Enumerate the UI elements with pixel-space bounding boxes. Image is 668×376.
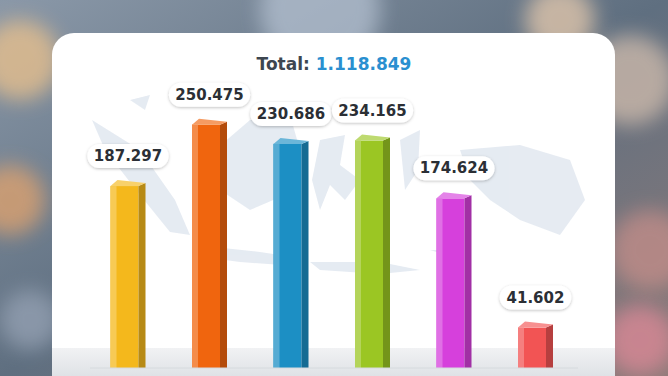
bar-cap [111,180,146,186]
axis-line [90,368,578,369]
label-pill [169,83,250,107]
bar-side [139,183,146,368]
title: Total: 1.118.849 [257,54,412,74]
bokeh [0,20,60,100]
bar-front [274,144,302,368]
title-label: Total: [257,54,316,74]
bokeh [0,165,45,235]
bar-highlight [274,144,280,368]
bokeh [610,210,668,290]
label-pill [500,286,572,310]
bar [274,138,309,368]
bar-front [518,328,546,368]
bar-front [437,198,465,368]
bar-front [355,141,383,368]
data-label: 174.624 [420,159,488,177]
label-pill [250,102,331,126]
bar-cap [192,119,227,125]
title-value: 1.118.849 [316,54,412,74]
card [52,33,615,376]
bar-side [302,141,309,368]
label-pill [413,156,494,180]
bar-side [546,325,553,368]
bar-highlight [192,125,198,368]
label-pill [87,144,168,168]
bar-side [220,122,227,368]
bar [355,135,390,368]
data-label: 41.602 [507,289,565,307]
bar [192,119,227,368]
bar-front [192,125,220,368]
bar-cap [274,138,309,144]
bar-side [465,195,472,368]
bar-cap [355,135,390,141]
data-label: 187.297 [94,147,162,165]
bar [518,322,553,368]
bokeh [0,290,60,350]
bar-highlight [518,328,524,368]
bar [437,192,472,368]
bar-front [111,186,139,368]
bar [111,180,146,368]
island [130,95,150,110]
bar-highlight [111,186,117,368]
label-pill [332,99,413,123]
data-label: 230.686 [257,105,325,123]
data-labels: 187.297 250.475 230.686 234.165 174.624 41.60… [87,83,571,310]
data-label: 250.475 [175,86,243,104]
bar-highlight [437,198,443,368]
bar-cap [518,322,553,328]
data-label: 234.165 [338,102,406,120]
chart-root: Total: 1.118.849 187.297 250.475 230.686 234… [0,0,668,376]
bar-side [383,138,390,368]
bar-highlight [355,141,361,368]
bars [111,119,554,368]
island [312,135,360,210]
bar-cap [437,192,472,198]
map [92,95,585,274]
